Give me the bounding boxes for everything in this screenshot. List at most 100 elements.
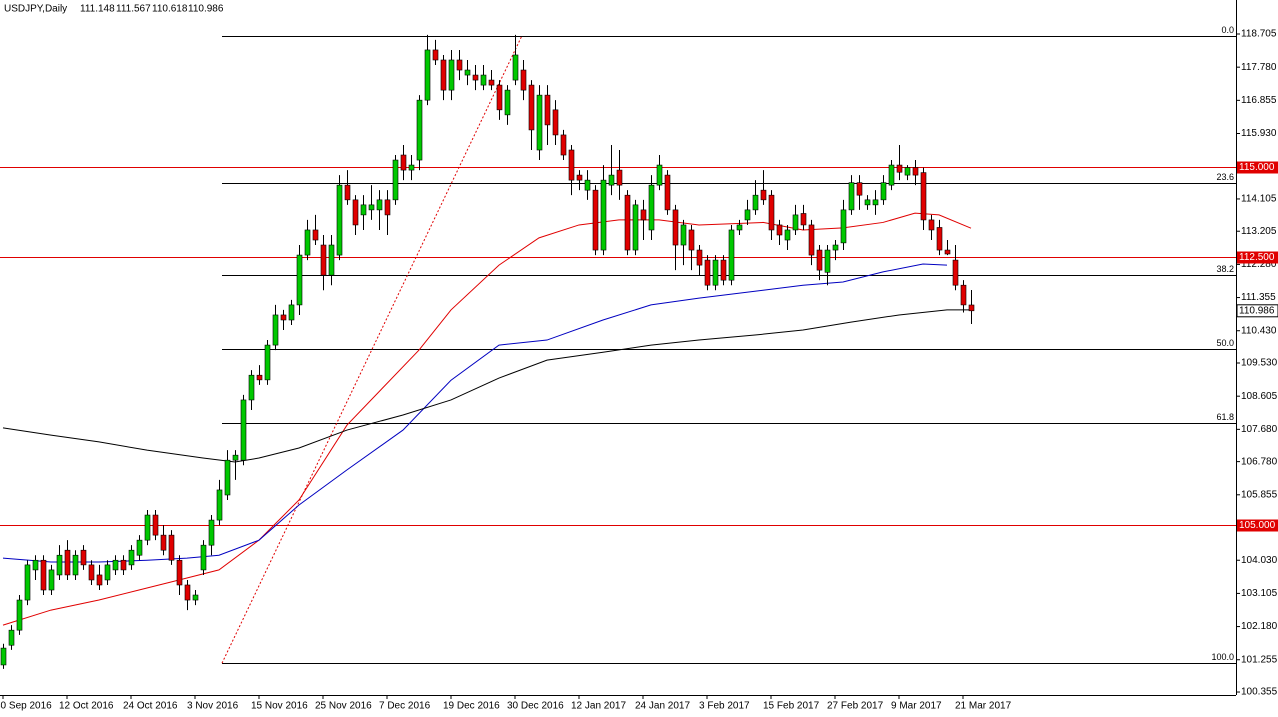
candle-body [496, 84, 503, 111]
candle-body [600, 179, 607, 251]
candle-body [344, 184, 351, 201]
candle-body [192, 594, 199, 601]
candle-body [80, 549, 87, 566]
candle-body [312, 229, 319, 241]
candle-body [520, 69, 527, 91]
candle-body [248, 374, 255, 401]
moving-average [2, 212, 972, 626]
candle-body [144, 514, 151, 541]
candle-body [16, 599, 23, 631]
candle-body [576, 174, 583, 181]
candle-body [624, 194, 631, 251]
candle-body [184, 584, 191, 601]
candle-body [112, 559, 119, 571]
level-label: 115.000 [1239, 162, 1275, 173]
candle-body [920, 172, 927, 221]
candle-body [824, 249, 831, 273]
symbol: USDJPY,Daily [4, 4, 67, 15]
candle-body [264, 344, 271, 381]
price-box [1236, 304, 1278, 318]
y-tick-label: 106.780 [1241, 456, 1278, 467]
candle-body [656, 164, 663, 186]
candle-body [376, 199, 383, 211]
x-tick-label: 3 Nov 2016 [187, 701, 239, 712]
y-tick-label: 112.280 [1241, 259, 1277, 270]
candle-body [544, 94, 551, 126]
candle-body [48, 569, 55, 591]
candle-body [368, 204, 375, 211]
candle-body [784, 229, 791, 241]
fib-label: 50.0 [1216, 338, 1234, 348]
candle-body [744, 209, 751, 221]
candle-body [408, 164, 415, 171]
candle-body [448, 59, 455, 91]
candle-body [432, 49, 439, 61]
candle-body [0, 647, 7, 666]
candle-body [400, 154, 407, 171]
candle-body [480, 74, 487, 86]
x-tick-label: 15 Nov 2016 [251, 701, 308, 712]
candle-body [840, 209, 847, 244]
candle-body [704, 259, 711, 286]
candle-body [256, 374, 263, 381]
x-tick-label: 12 Jan 2017 [571, 701, 626, 712]
candle-body [632, 204, 639, 251]
candle-body [880, 182, 887, 201]
candle-body [912, 167, 919, 176]
candle-body [592, 189, 599, 251]
x-tick-label: 27 Feb 2017 [827, 701, 884, 712]
candle-body [648, 184, 655, 231]
fib-label: 61.8 [1216, 412, 1234, 422]
candle-body [904, 167, 911, 176]
fib-label: 0.0 [1221, 25, 1234, 35]
y-tick-label: 104.030 [1241, 555, 1278, 566]
candle-body [552, 109, 559, 136]
candle-body [472, 74, 479, 81]
x-tick-label: 24 Oct 2016 [123, 701, 178, 712]
candle-body [936, 227, 943, 251]
candle-body [224, 459, 231, 496]
y-tick-label: 108.605 [1241, 391, 1278, 402]
candle-body [384, 199, 391, 216]
candle-body [392, 159, 399, 201]
moving-average [2, 263, 948, 563]
candle-body [320, 244, 327, 276]
candle-body [680, 224, 687, 246]
candle-body [608, 174, 615, 186]
candle-body [952, 259, 959, 286]
candle-body [216, 489, 223, 521]
candle-body [728, 229, 735, 281]
y-tick-label: 103.105 [1241, 588, 1278, 599]
candle-body [768, 194, 775, 231]
candle-body [488, 79, 495, 86]
candle-body [64, 549, 71, 576]
y-tick-label: 111.355 [1241, 292, 1276, 303]
candle-body [504, 89, 511, 116]
candle-body [440, 59, 447, 91]
y-tick-label: 117.780 [1241, 62, 1277, 73]
candle-body [712, 259, 719, 286]
y-tick-label: 102.180 [1241, 621, 1278, 632]
candle-body [960, 284, 967, 306]
fib-label: 23.6 [1216, 172, 1234, 182]
candle-body [328, 244, 335, 276]
candle-body [752, 194, 759, 211]
current-price: 110.986 [1239, 305, 1275, 316]
candle-body [528, 84, 535, 131]
x-tick-label: 15 Feb 2017 [763, 701, 820, 712]
candle-body [896, 164, 903, 173]
candle-body [736, 224, 743, 231]
fib-label: 38.2 [1216, 264, 1234, 274]
x-tick-label: 30 Sep 2016 [0, 701, 52, 712]
x-tick-label: 21 Mar 2017 [955, 701, 1012, 712]
candle-body [24, 564, 31, 601]
candle-body [336, 184, 343, 256]
candle-body [568, 149, 575, 181]
level-label: 112.500 [1239, 252, 1275, 263]
x-tick-label: 19 Dec 2016 [443, 701, 500, 712]
candle-body [96, 574, 103, 586]
ohlc-high: 111.567 [116, 4, 151, 15]
candle-body [104, 564, 111, 581]
